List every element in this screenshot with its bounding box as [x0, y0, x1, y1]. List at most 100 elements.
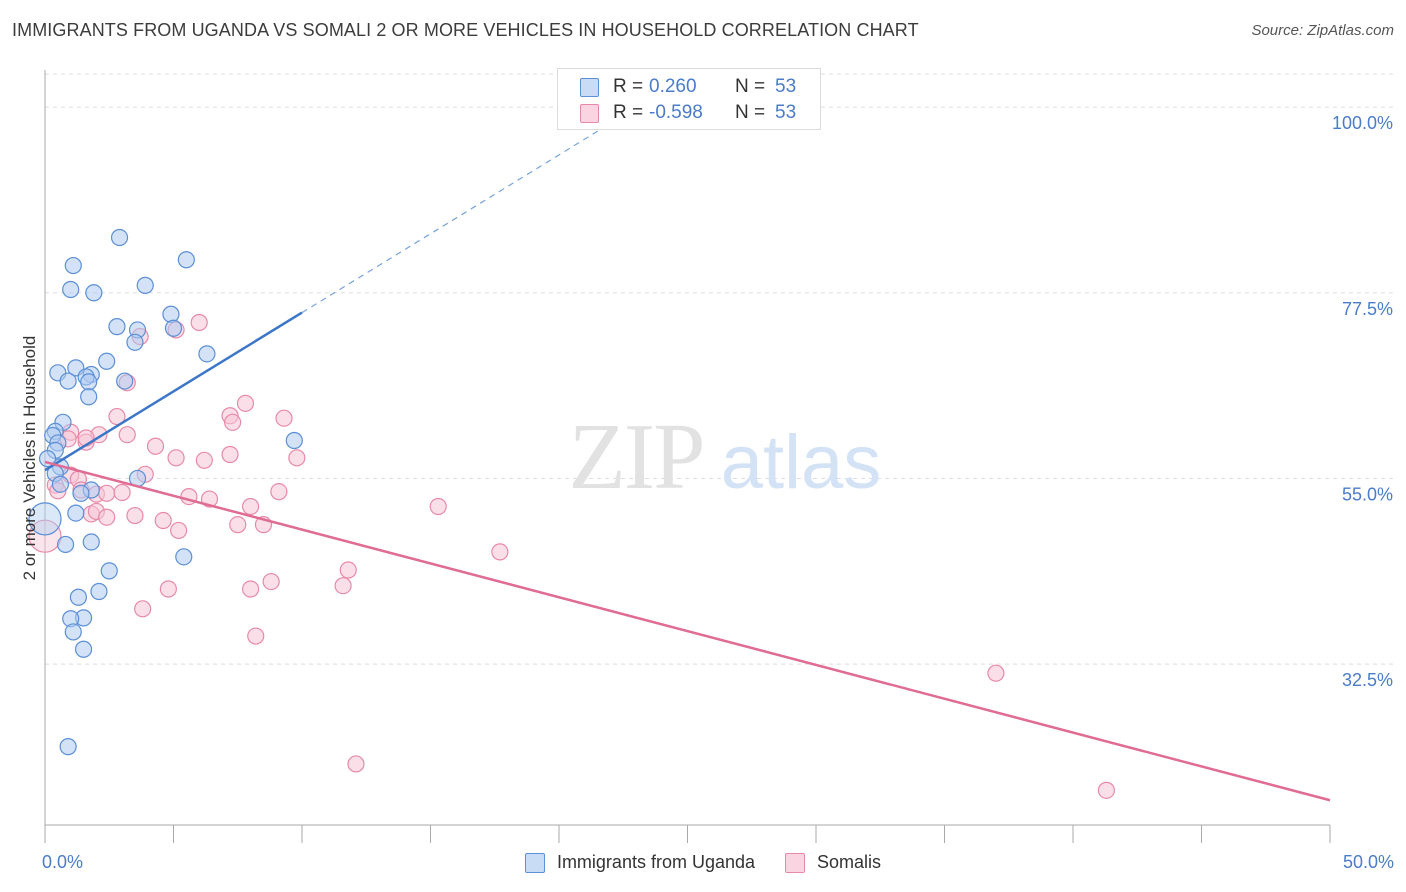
- uganda-point: [80, 388, 98, 406]
- somali-trend-line: [44, 460, 1331, 802]
- somali-point: [288, 449, 306, 467]
- uganda-point: [126, 333, 144, 351]
- uganda-point: [116, 372, 134, 390]
- r-value: 0.260: [649, 76, 697, 97]
- somali-point: [146, 437, 165, 455]
- legend-label-uganda: Immigrants from Uganda: [556, 852, 756, 872]
- uganda-point: [62, 280, 80, 299]
- uganda-swatch: [580, 77, 599, 97]
- somali-point: [154, 511, 172, 530]
- uganda-point: [136, 276, 154, 294]
- uganda-point: [80, 373, 98, 391]
- somali-point: [190, 313, 208, 332]
- somali-point: [98, 508, 116, 526]
- stats-legend: R = 0.260 N = 53 R = -0.598 N = 53: [557, 68, 821, 130]
- somali-point: [236, 394, 255, 412]
- uganda-point: [51, 475, 70, 493]
- chart-title: IMMIGRANTS FROM UGANDA VS SOMALI 2 OR MO…: [12, 20, 919, 40]
- somali-point: [221, 445, 239, 464]
- somali-point: [339, 561, 357, 579]
- uganda-point: [64, 256, 82, 275]
- somali-swatch: [785, 852, 806, 873]
- stats-row-uganda: R = 0.260 N = 53: [580, 75, 796, 99]
- uganda-point: [28, 502, 62, 536]
- uganda-point: [177, 251, 195, 269]
- uganda-point: [175, 548, 193, 566]
- uganda-point: [59, 372, 77, 390]
- n-label: N =: [735, 102, 766, 123]
- trend-lines: [44, 100, 1331, 802]
- uganda-point: [162, 305, 180, 323]
- y-axis-label: 2 or more Vehicles in Household: [20, 335, 39, 581]
- somali-point: [159, 580, 177, 598]
- uganda-swatch: [524, 852, 545, 873]
- gridlines: [45, 73, 1395, 665]
- uganda-point: [64, 623, 82, 641]
- somali-point: [270, 483, 288, 501]
- somali-point: [334, 577, 352, 595]
- somali-point: [275, 409, 293, 427]
- uganda-point: [74, 640, 93, 658]
- uganda-point: [59, 738, 77, 756]
- uganda-point: [85, 284, 103, 302]
- legend-label-somali: Somalis: [817, 852, 882, 872]
- stats-row-somali: R = -0.598 N = 53: [580, 101, 796, 125]
- n-value: 53: [775, 76, 797, 97]
- somali-point: [224, 413, 242, 431]
- uganda-point: [110, 228, 129, 247]
- x-tick-label-min: 0.0%: [42, 852, 84, 872]
- somali-point: [347, 755, 365, 773]
- somali-point: [108, 407, 126, 426]
- somali-point: [170, 521, 188, 540]
- series-legend: Immigrants from Uganda Somalis: [0, 852, 1406, 873]
- somali-point: [118, 426, 136, 444]
- somali-point: [195, 451, 213, 469]
- uganda-trend-extension: [301, 100, 647, 314]
- somali-point: [987, 664, 1005, 682]
- n-value: 53: [775, 102, 797, 123]
- uganda-point: [69, 588, 88, 606]
- uganda-point: [67, 504, 85, 522]
- uganda-point: [198, 345, 216, 363]
- somali-point: [167, 449, 185, 467]
- somali-point: [229, 516, 247, 534]
- uganda-point: [164, 319, 183, 337]
- somali-point: [126, 506, 144, 525]
- uganda-point: [72, 484, 90, 502]
- somali-point: [113, 483, 131, 502]
- somali-point: [262, 572, 280, 591]
- y-tick-label: 100.0%: [1332, 113, 1393, 133]
- somali-point: [28, 519, 62, 553]
- somali-point: [491, 543, 509, 561]
- uganda-point: [82, 533, 100, 551]
- legend-item-uganda[interactable]: Immigrants from Uganda: [524, 852, 756, 873]
- somali-point: [242, 580, 260, 598]
- y-tick-label: 32.5%: [1342, 670, 1393, 690]
- uganda-point: [98, 352, 116, 370]
- somali-point: [429, 497, 447, 516]
- uganda-point: [90, 582, 108, 601]
- legend-item-somali[interactable]: Somalis: [785, 852, 881, 873]
- series-uganda-points: [28, 228, 303, 756]
- watermark-atlas: atlas: [721, 420, 882, 505]
- uganda-point: [285, 431, 303, 450]
- somali-point: [134, 600, 152, 618]
- source-label: Source: ZipAtlas.com: [1251, 22, 1394, 39]
- somali-point: [1097, 781, 1116, 799]
- y-tick-label: 77.5%: [1342, 299, 1393, 319]
- uganda-point: [56, 535, 75, 554]
- r-label: R =: [613, 102, 644, 123]
- n-label: N =: [735, 76, 766, 97]
- somali-point: [247, 627, 265, 645]
- somali-swatch: [580, 103, 599, 123]
- watermark: ZIP atlas: [569, 405, 882, 509]
- x-tick-label-max: 50.0%: [1342, 852, 1394, 872]
- r-value: -0.598: [649, 102, 703, 123]
- somali-point: [242, 497, 260, 516]
- r-label: R =: [613, 76, 644, 97]
- y-tick-label: 55.0%: [1342, 484, 1393, 504]
- uganda-trend-line: [44, 311, 303, 472]
- somali-point: [98, 484, 116, 502]
- watermark-zip: ZIP: [569, 405, 704, 509]
